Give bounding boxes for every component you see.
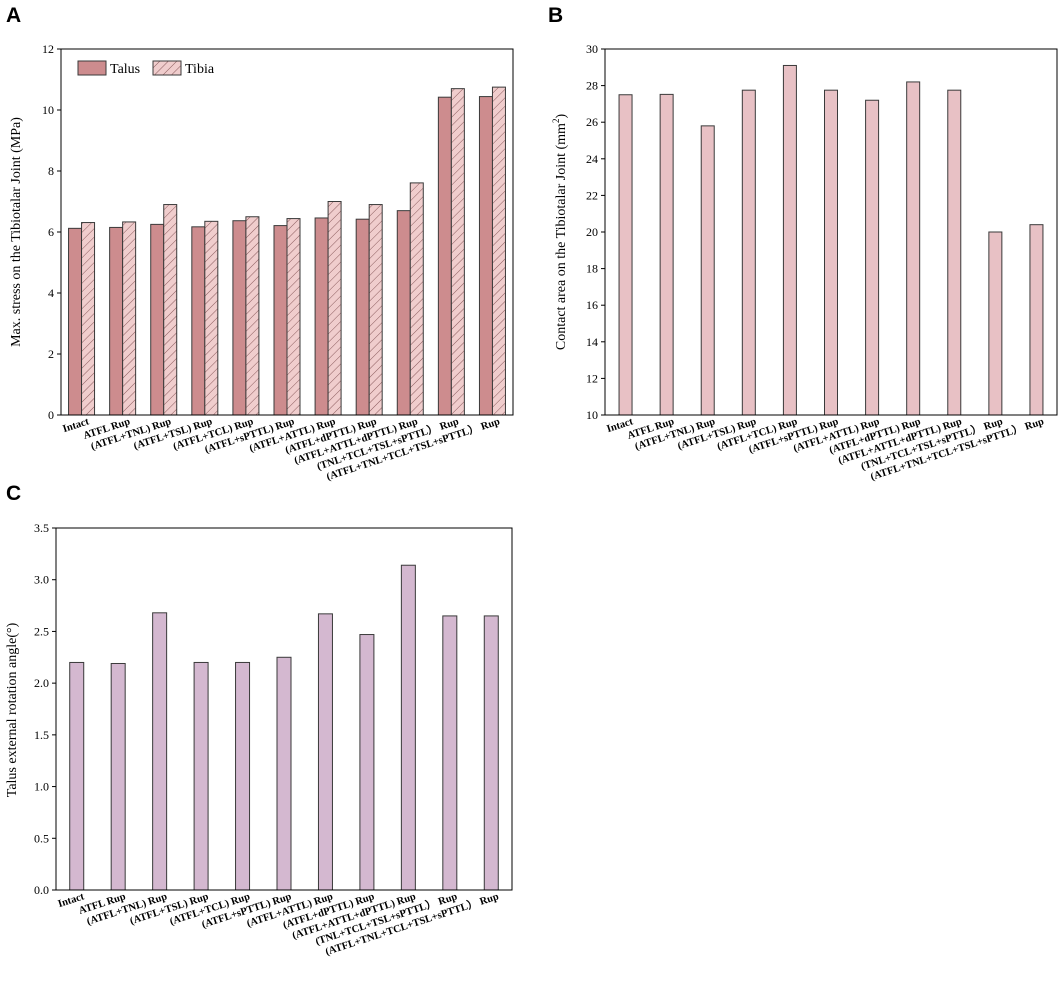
panel-c: C Talus external rotation angle(°) 0.00.… bbox=[5, 482, 513, 958]
panel-a-y-tick-label: 0 bbox=[48, 408, 54, 422]
bar-contact-area bbox=[824, 89, 838, 416]
bar-rotation-angle bbox=[483, 615, 499, 891]
bar-talus bbox=[396, 210, 411, 416]
bar-tibia bbox=[286, 218, 301, 416]
bar-contact-area bbox=[700, 125, 715, 416]
bar-tibia bbox=[409, 182, 424, 416]
panel-b-y-tick-label: 26 bbox=[586, 115, 598, 129]
panel-c-y-tick-label: 1.5 bbox=[34, 728, 49, 742]
panel-c-y-tick-label: 2.0 bbox=[34, 676, 49, 690]
bar-contact-area bbox=[618, 94, 633, 416]
panel-b-plot-frame bbox=[604, 48, 1058, 416]
panel-c-y-axis: 0.0 0.5 1.0 1.5 2.0 2.5 3.0 3.5 bbox=[34, 521, 56, 897]
panel-a-y-tick-label: 12 bbox=[42, 42, 54, 56]
bar-rotation-angle bbox=[152, 612, 168, 891]
bar-contact-area bbox=[947, 89, 962, 416]
panel-b-y-tick-label: 22 bbox=[586, 188, 598, 202]
bar-contact-area bbox=[988, 231, 1003, 416]
panel-letter-c: C bbox=[6, 482, 21, 505]
bar-rotation-angle bbox=[442, 615, 458, 891]
panel-b: B Contact area on the Tibiotalar Joint (… bbox=[548, 4, 1058, 483]
panel-c-y-tick-label: 1.0 bbox=[34, 780, 49, 794]
legend-swatch-talus bbox=[77, 60, 107, 76]
bar-rotation-angle bbox=[110, 662, 126, 891]
panel-c-y-tick-label: 3.0 bbox=[34, 573, 49, 587]
panel-c-bars bbox=[69, 564, 499, 891]
panel-a-bars bbox=[68, 86, 506, 416]
panel-a-y-tick-label: 6 bbox=[48, 225, 54, 239]
panel-b-y-tick-label: 16 bbox=[586, 298, 598, 312]
bar-tibia bbox=[327, 201, 342, 416]
panel-letter-b: B bbox=[548, 4, 563, 27]
panel-b-y-axis: 10 12 14 16 18 20 22 24 26 28 30 bbox=[586, 42, 605, 422]
panel-b-y-tick-label: 28 bbox=[586, 79, 598, 93]
bar-contact-area bbox=[1029, 224, 1044, 416]
bar-tibia bbox=[81, 222, 96, 416]
bar-talus bbox=[314, 217, 329, 416]
panel-c-y-tick-label: 3.5 bbox=[34, 521, 49, 535]
panel-b-y-axis-title: Contact area on the Tibiotalar Joint (mm… bbox=[551, 114, 569, 351]
panel-b-bars bbox=[618, 64, 1044, 416]
panel-c-y-tick-label: 2.5 bbox=[34, 624, 49, 638]
panel-b-y-tick-label: 24 bbox=[586, 152, 598, 166]
bar-tibia bbox=[491, 86, 506, 416]
bar-talus bbox=[68, 227, 83, 416]
panel-b-y-tick-label: 20 bbox=[586, 225, 598, 239]
panel-a-y-tick-label: 2 bbox=[48, 347, 54, 361]
bar-tibia bbox=[368, 204, 383, 416]
bar-rotation-angle bbox=[400, 564, 416, 891]
bar-tibia bbox=[163, 204, 178, 416]
panel-a-y-tick-label: 4 bbox=[48, 286, 54, 300]
bar-contact-area bbox=[782, 64, 797, 416]
bar-talus bbox=[478, 96, 493, 416]
panel-a-y-axis: 0 2 4 6 8 10 12 bbox=[42, 42, 61, 422]
panel-b-y-tick-label: 18 bbox=[586, 262, 598, 276]
bar-tibia bbox=[450, 88, 465, 416]
bar-tibia bbox=[122, 221, 137, 416]
bar-talus bbox=[273, 225, 288, 416]
panel-c-y-axis-title: Talus external rotation angle(°) bbox=[5, 622, 20, 797]
panel-a-y-tick-label: 10 bbox=[42, 103, 54, 117]
panel-b-y-tick-label: 12 bbox=[586, 371, 598, 385]
legend-label-tibia: Tibia bbox=[185, 62, 215, 77]
bar-tibia bbox=[204, 220, 219, 416]
panel-letter-a: A bbox=[6, 4, 21, 27]
bar-contact-area bbox=[906, 81, 921, 416]
legend-label-talus: Talus bbox=[110, 62, 140, 77]
bar-rotation-angle bbox=[193, 661, 209, 891]
bar-contact-area bbox=[865, 99, 880, 416]
bar-talus bbox=[355, 218, 370, 416]
bar-contact-area bbox=[741, 89, 756, 416]
bar-talus bbox=[191, 226, 206, 416]
panel-c-plot-frame bbox=[55, 527, 513, 891]
bar-talus bbox=[437, 96, 452, 416]
bar-talus bbox=[109, 226, 124, 416]
panel-b-y-tick-label: 30 bbox=[586, 42, 598, 56]
bar-rotation-angle bbox=[359, 634, 375, 891]
panel-a-y-tick-label: 8 bbox=[48, 164, 54, 178]
bar-tibia bbox=[245, 216, 260, 416]
panel-a-legend: Talus Tibia bbox=[77, 60, 215, 77]
bar-talus bbox=[232, 220, 247, 416]
bar-talus bbox=[150, 223, 165, 416]
panel-c-y-tick-label: 0.0 bbox=[34, 883, 49, 897]
bar-rotation-angle bbox=[276, 656, 292, 891]
bar-rotation-angle bbox=[69, 661, 85, 891]
panel-b-y-tick-label: 14 bbox=[586, 335, 598, 349]
panel-a-y-axis-title: Max. stress on the Tibiotalar Joint (MPa… bbox=[9, 117, 24, 347]
panel-b-y-tick-label: 10 bbox=[586, 408, 598, 422]
bar-rotation-angle bbox=[317, 613, 333, 891]
panel-c-y-tick-label: 0.5 bbox=[34, 831, 49, 845]
bar-contact-area bbox=[659, 93, 674, 416]
panel-a: A Max. stress on the Tibiotalar Joint (M… bbox=[6, 4, 514, 483]
bar-rotation-angle bbox=[235, 661, 251, 891]
panel-a-plot-frame bbox=[60, 48, 514, 416]
legend-swatch-tibia bbox=[152, 60, 182, 76]
